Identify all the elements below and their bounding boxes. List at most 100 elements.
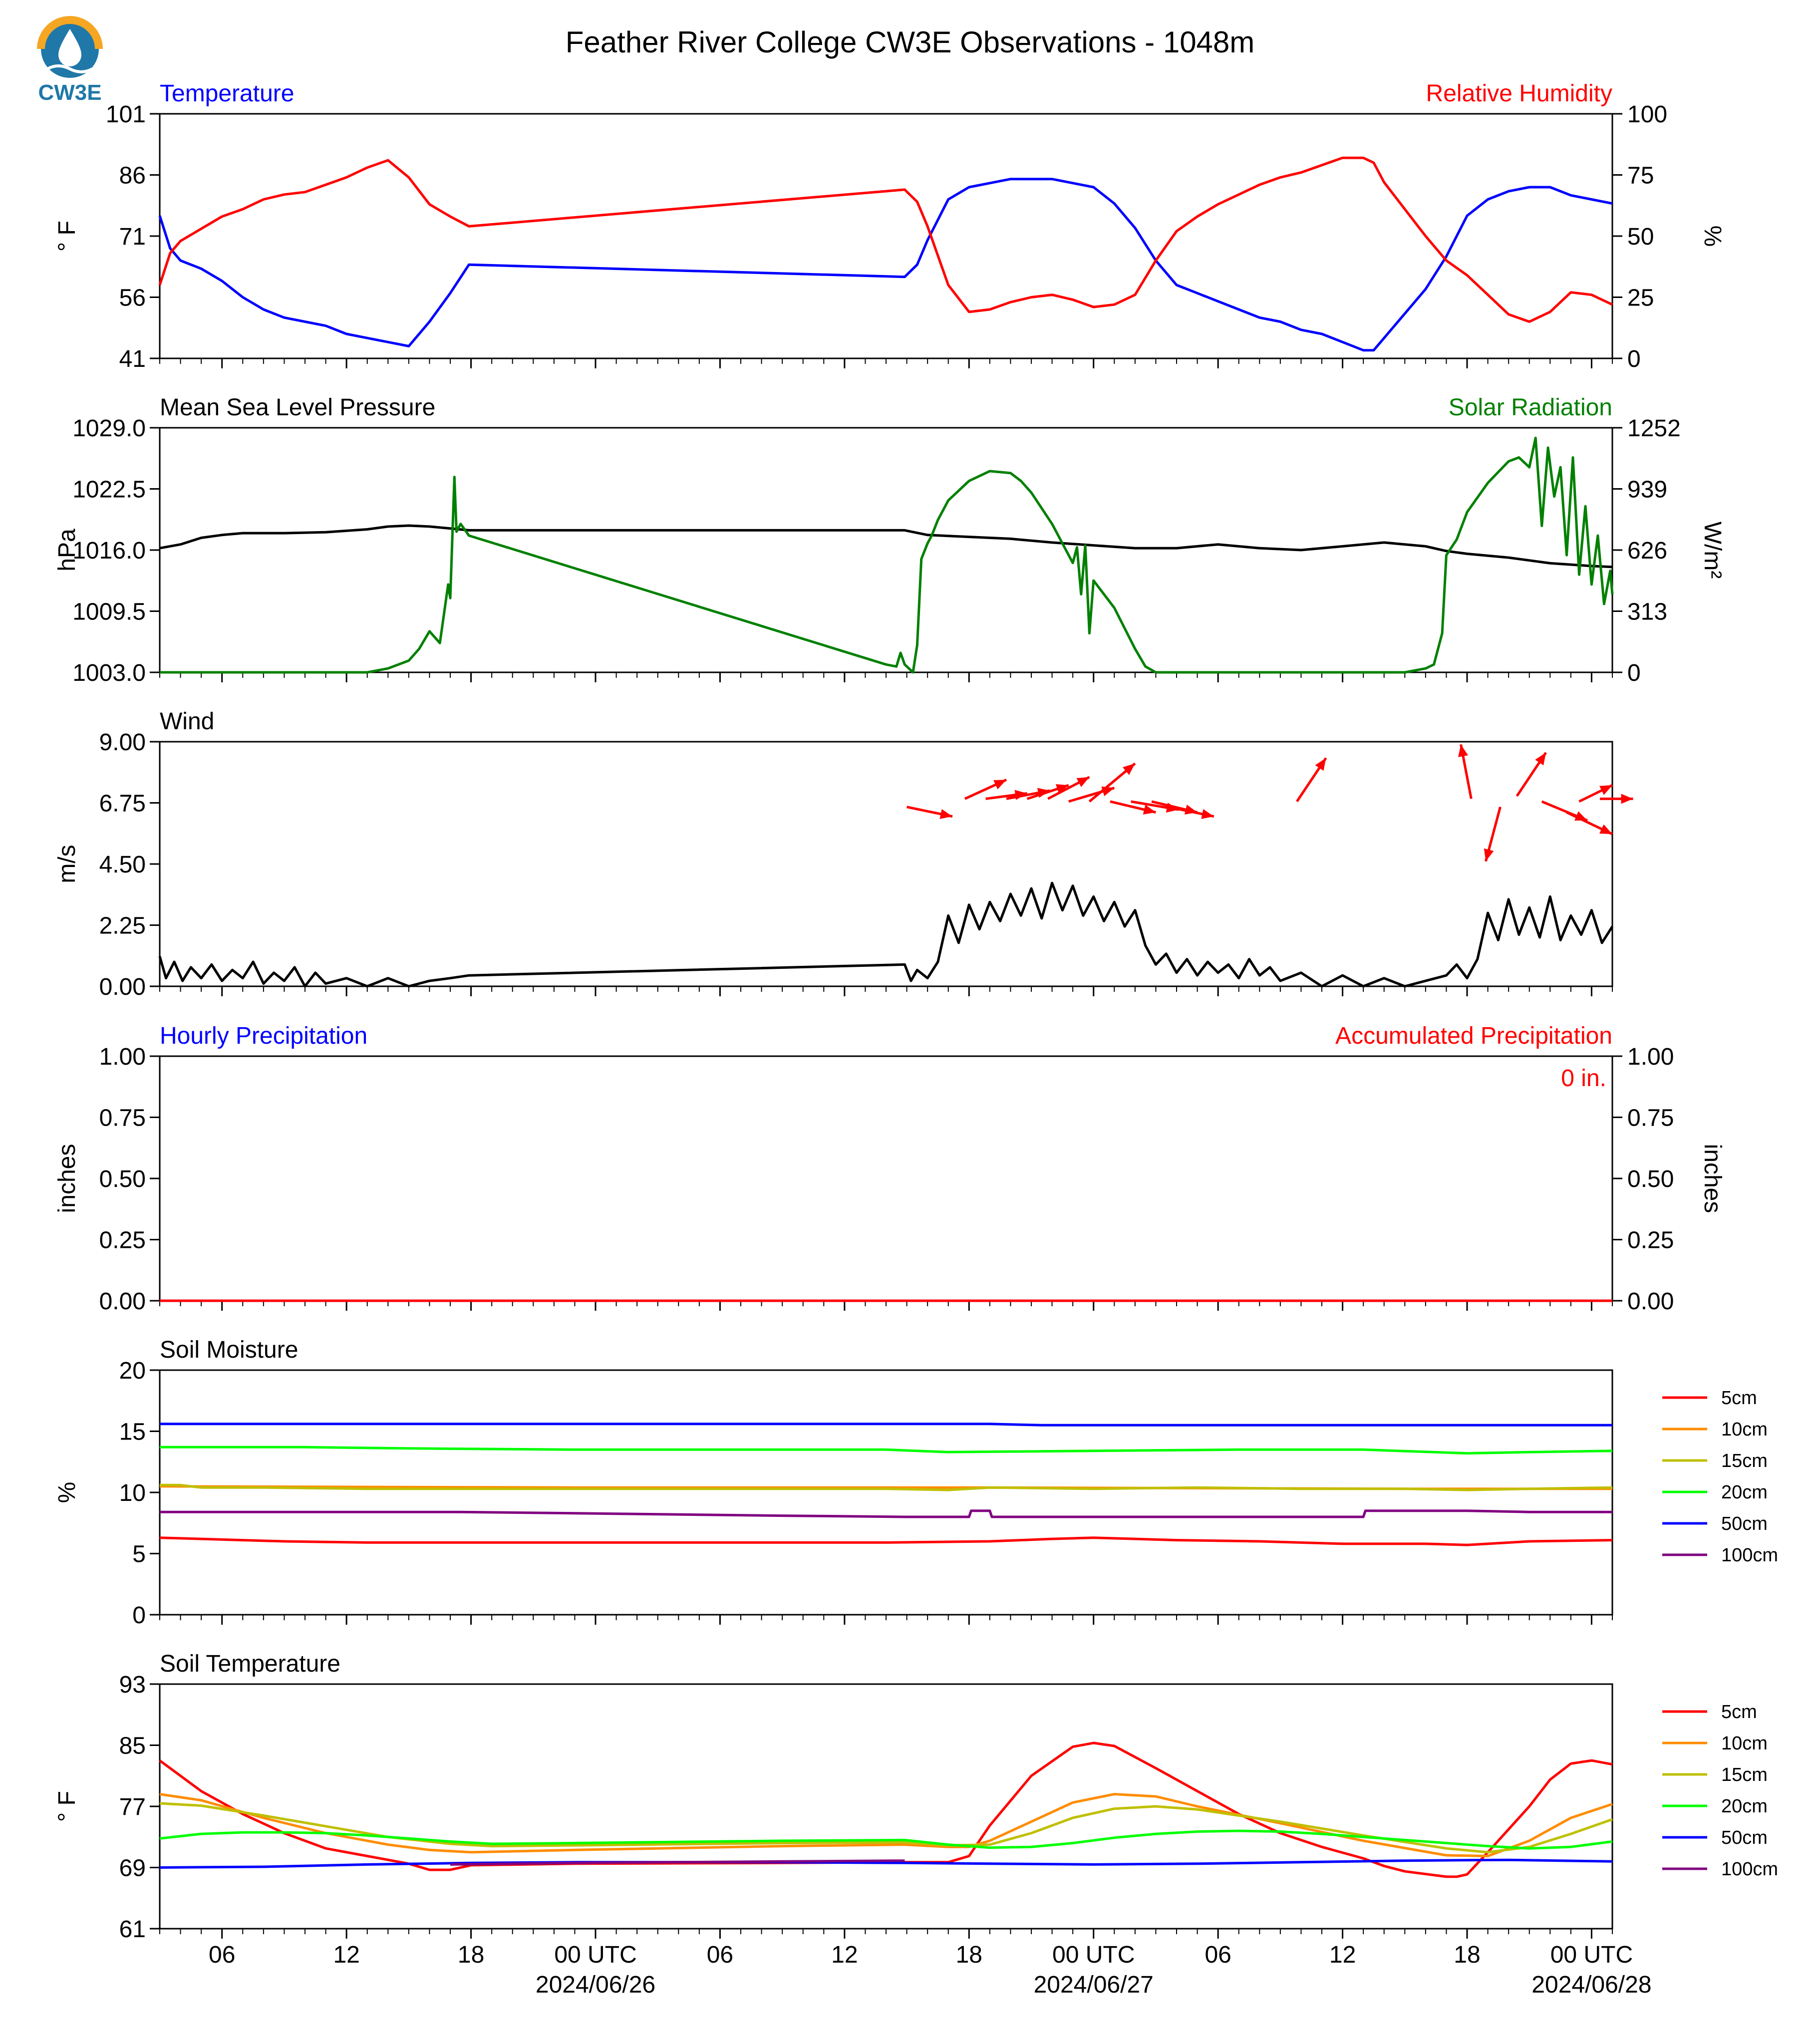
y-tick-label: 69 [119,1855,146,1882]
legend-label-5cm: 5cm [1721,1388,1757,1409]
wind-arrow-head [1535,752,1546,766]
legend-label-5cm: 5cm [1721,1702,1757,1723]
series-line-wind [158,881,1614,988]
panel-temperature: 41 56 71 86 101 0 25 50 75 100 Temperature Relative… [54,80,1726,372]
y-tick-label: 0.00 [99,974,146,1000]
y-tick-label: 20 [119,1358,146,1384]
y-axis-label: inches [54,1144,80,1213]
x-tick-label: 00 UTC [1550,1942,1633,1968]
y-tick-label: 61 [119,1916,146,1943]
y-right-tick-label: 939 [1627,477,1667,503]
y-tick-label: 56 [119,285,146,311]
y-tick-label: 0.50 [99,1166,146,1192]
wind-arrow-head [1315,758,1326,771]
y-tick-label: 0.25 [99,1227,146,1254]
y-axis-label: m/s [54,845,80,883]
y-right-tick-label: 25 [1627,285,1654,311]
y-tick-label: 1009.5 [72,599,146,625]
wind-arrow-head [993,780,1007,790]
y-right-tick-label: 75 [1627,163,1654,189]
plot-frame [159,427,1613,673]
x-tick-label: 12 [1329,1942,1356,1968]
wind-arrow-head [1055,784,1069,794]
wind-arrow-head [1122,763,1135,775]
logo-sun-arc [37,16,103,49]
x-date-label: 2024/06/27 [1034,1972,1154,1998]
wind-arrow-head [1621,794,1633,804]
series-line-relative-humidity [158,156,1613,323]
y-right-tick-label: 626 [1627,538,1667,564]
legend-label-100cm: 100cm [1721,1545,1778,1566]
panel-title-left: Wind [160,708,214,735]
y-tick-label: 0.00 [99,1288,146,1315]
plot-frame [159,1683,1613,1930]
y-tick-label: 5 [132,1541,146,1568]
y-tick-label: 1.00 [99,1044,146,1070]
y-axis-label: hPa [54,529,80,572]
panel-title-right: Solar Radiation [1449,394,1612,421]
wind-arrow-head [1076,777,1090,787]
panel-title-right: Relative Humidity [1426,80,1612,107]
legend-label-20cm: 20cm [1721,1796,1768,1817]
legend-label-10cm: 10cm [1721,1733,1768,1754]
y-axis-label-right: inches [1699,1144,1726,1213]
panel-title-right: Accumulated Precipitation [1335,1023,1612,1049]
logo-drop [58,29,81,66]
series-line-5cm [159,1536,1613,1546]
panel-wind: 0.00 2.25 4.50 6.75 9.00 Wind m/s [54,708,1633,1000]
series-line-15cm [160,1483,1613,1491]
plot-frame [159,113,1613,359]
y-tick-label: 1029.0 [72,415,146,442]
x-tick-label: 18 [956,1942,982,1968]
x-tick-label: 00 UTC [1052,1942,1135,1968]
y-right-tick-label: 313 [1627,599,1667,625]
y-axis-label-right: W/m² [1699,522,1726,579]
legend-label-10cm: 10cm [1721,1419,1768,1440]
y-tick-label: 0 [132,1602,146,1629]
y-axis-label: ° F [54,1791,80,1822]
panel-hourly-precipitation: 0.00 0.25 0.50 0.75 1.00 0.00 0.25 0.50 0.75 1.00… [54,1023,1726,1315]
x-tick-label: 06 [1205,1942,1231,1968]
legend-label-100cm: 100cm [1721,1859,1778,1880]
panel-title-left: Mean Sea Level Pressure [160,394,435,421]
plot-frame [159,741,1613,987]
y-tick-label: 9.00 [99,729,146,756]
y-tick-label: 0.75 [99,1105,146,1132]
series-line-solar-radiation [160,436,1614,674]
series-line-50cm [160,1423,1612,1427]
y-tick-label: 6.75 [99,791,146,817]
y-right-tick-label: 100 [1627,101,1667,128]
y-right-tick-label: 0.75 [1627,1105,1674,1132]
wind-arrow-head [939,809,953,819]
wind-arrow-head [1599,824,1612,835]
x-tick-label: 12 [333,1942,359,1968]
y-tick-label: 1022.5 [72,477,146,503]
series-line-50cm [159,1858,1613,1869]
x-tick-label: 12 [831,1942,858,1968]
y-tick-label: 4.50 [99,852,146,878]
y-tick-label: 86 [119,163,146,189]
y-axis-label: ° F [54,221,80,252]
x-date-label: 2024/06/28 [1531,1972,1651,1998]
y-tick-label: 1003.0 [72,660,146,686]
y-right-tick-label: 50 [1627,224,1654,250]
panel-title-left: Temperature [160,80,294,107]
series-line-20cm [159,1829,1613,1850]
figure-title: Feather River College CW3E Observations … [566,25,1255,59]
cw3e-logo-mark: CW3E [37,16,103,105]
y-tick-label: 10 [119,1480,146,1506]
plot-frame [159,1369,1613,1616]
x-tick-label: 00 UTC [554,1942,636,1968]
series-line-mean-sea-level-pressure [159,524,1613,569]
panel-title-left: Soil Temperature [160,1651,340,1677]
y-tick-label: 93 [119,1672,146,1698]
wind-arrow-head [1484,848,1494,862]
cw3e-logo: CW3E [27,14,112,105]
series-line-20cm [160,1446,1613,1455]
wind-arrow-head [1458,744,1468,757]
x-tick-label: 06 [707,1942,733,1968]
series-line-5cm [159,1741,1613,1878]
series-line-100cm [450,1859,905,1866]
y-right-tick-label: 1.00 [1627,1044,1674,1070]
legend-label-20cm: 20cm [1721,1482,1768,1503]
